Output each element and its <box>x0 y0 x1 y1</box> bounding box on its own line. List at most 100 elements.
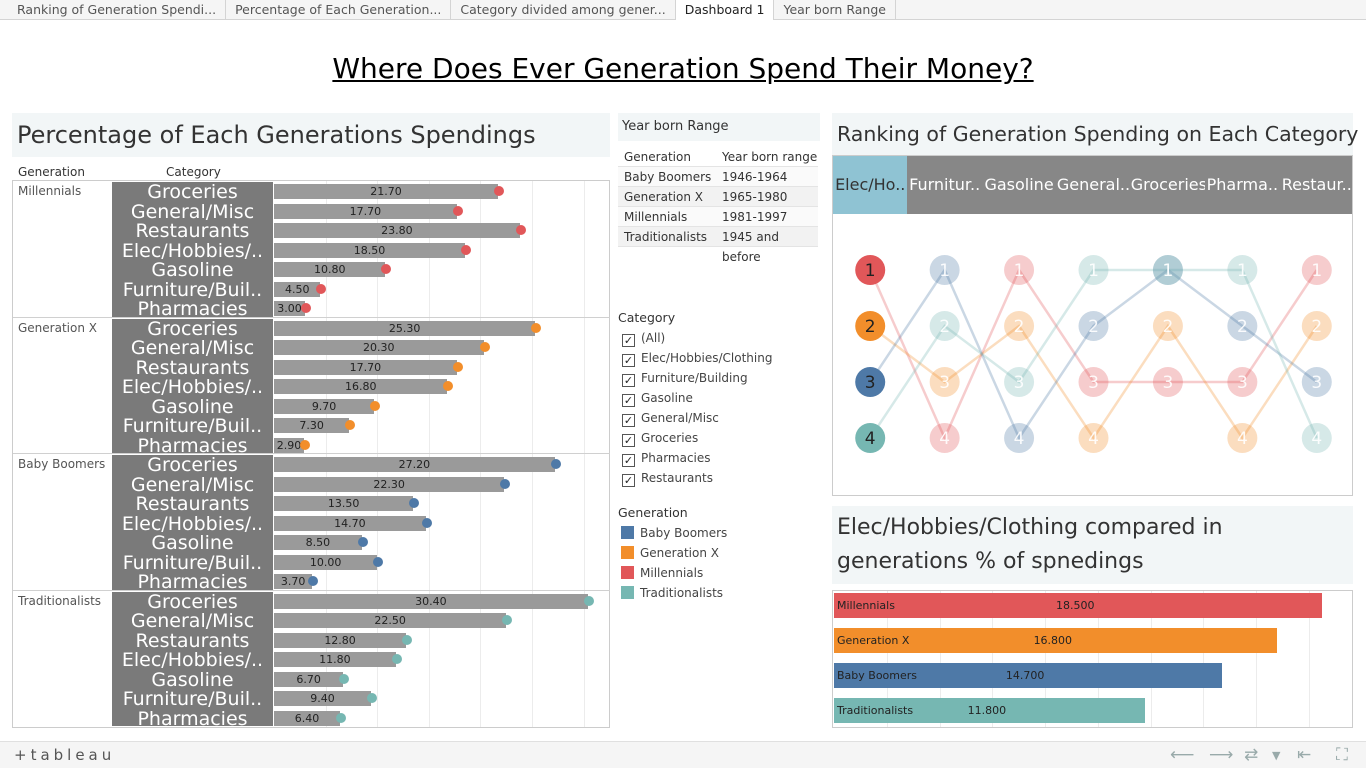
percentage-bar[interactable] <box>274 476 505 492</box>
rank-marker[interactable] <box>1301 255 1332 285</box>
checkbox-checked-icon[interactable]: ✓ <box>622 474 635 487</box>
percentage-bar[interactable] <box>274 671 344 687</box>
generation-marker[interactable] <box>391 654 402 664</box>
rank-marker[interactable] <box>1227 367 1258 397</box>
percentage-bar[interactable] <box>274 593 588 609</box>
elec-bar[interactable]: Traditionalists 11.800 <box>834 698 1146 723</box>
generation-marker[interactable] <box>494 186 504 196</box>
generation-marker[interactable] <box>336 712 347 723</box>
generation-marker[interactable] <box>443 381 454 391</box>
checkbox-checked-icon[interactable]: ✓ <box>622 334 635 347</box>
percentage-bar[interactable] <box>274 457 555 472</box>
rank-marker[interactable] <box>1078 423 1109 453</box>
generation-marker[interactable] <box>452 205 463 216</box>
generation-marker[interactable] <box>299 439 310 450</box>
generation-marker[interactable] <box>357 537 368 547</box>
tab-category-divided[interactable]: Category divided among gener... <box>451 0 676 20</box>
rank-marker[interactable] <box>855 423 886 453</box>
rank-marker[interactable] <box>1152 255 1183 285</box>
percentage-bar[interactable] <box>274 223 520 238</box>
rank-marker[interactable] <box>1078 255 1109 285</box>
percentage-bar[interactable] <box>274 184 498 199</box>
tab-dashboard-1[interactable]: Dashboard 1 <box>675 0 775 20</box>
generation-marker[interactable] <box>373 556 384 567</box>
rank-line[interactable] <box>869 268 1318 439</box>
category-checkbox[interactable]: ✓ Restaurants <box>622 470 713 487</box>
rank-marker[interactable] <box>1004 423 1035 453</box>
rank-line[interactable] <box>869 267 1318 441</box>
generation-marker[interactable] <box>479 342 490 352</box>
generation-marker[interactable] <box>515 225 526 235</box>
percentage-bar[interactable] <box>274 515 426 531</box>
category-checkbox[interactable]: ✓ Pharmacies <box>622 450 711 467</box>
ranking-column-header[interactable]: Pharma.. <box>1206 175 1279 194</box>
checkbox-checked-icon[interactable]: ✓ <box>622 454 635 467</box>
generation-marker[interactable] <box>345 420 356 430</box>
revert-dropdown-icon[interactable]: ▼ <box>1272 749 1281 762</box>
generation-marker[interactable] <box>402 634 413 645</box>
category-checkbox[interactable]: ✓ Elec/Hobbies/Clothing <box>622 350 772 367</box>
checkbox-checked-icon[interactable]: ✓ <box>622 434 635 447</box>
generation-marker[interactable] <box>583 595 594 606</box>
percentage-bar[interactable] <box>274 262 386 277</box>
reset-icon[interactable]: ⇤ <box>1297 745 1312 765</box>
rank-marker[interactable] <box>855 255 886 285</box>
rank-marker[interactable] <box>1301 311 1332 341</box>
generation-marker[interactable] <box>500 478 511 489</box>
rank-marker[interactable] <box>1004 311 1035 341</box>
category-checkbox[interactable]: ✓ Groceries <box>622 430 698 447</box>
percentage-bar[interactable] <box>274 398 375 414</box>
generation-marker[interactable] <box>421 517 432 528</box>
redo-icon[interactable]: ⟶ <box>1209 745 1234 765</box>
percentage-bar[interactable] <box>274 320 536 336</box>
rank-marker[interactable] <box>855 367 886 397</box>
percentage-bar[interactable] <box>274 574 313 589</box>
percentage-bar[interactable] <box>274 203 457 219</box>
percentage-bar[interactable] <box>274 379 448 394</box>
generation-marker[interactable] <box>460 244 471 255</box>
generation-marker[interactable] <box>370 400 381 411</box>
percentage-bar[interactable] <box>274 281 321 297</box>
checkbox-checked-icon[interactable]: ✓ <box>622 374 635 387</box>
undo-icon[interactable]: ⟵ <box>1170 745 1195 765</box>
category-checkbox[interactable]: ✓ Furniture/Building <box>622 370 748 387</box>
percentage-bar[interactable] <box>274 554 378 570</box>
rank-marker[interactable] <box>1301 367 1332 397</box>
generation-marker[interactable] <box>316 283 327 294</box>
percentage-bar[interactable] <box>274 691 372 706</box>
legend-item[interactable]: Generation X <box>621 545 719 561</box>
rank-marker[interactable] <box>1227 311 1258 341</box>
rank-marker[interactable] <box>1227 423 1258 453</box>
ranking-column-header[interactable]: Restaur.. <box>1281 175 1352 194</box>
category-checkbox[interactable]: ✓ Gasoline <box>622 390 693 407</box>
rank-marker[interactable] <box>929 311 960 341</box>
tab-year-born-range[interactable]: Year born Range <box>774 0 896 20</box>
ranking-column-header[interactable]: General.. <box>1056 175 1131 194</box>
percentage-bar[interactable] <box>274 632 407 648</box>
rank-marker[interactable] <box>1004 255 1035 285</box>
percentage-bar[interactable] <box>274 652 396 667</box>
elec-bar[interactable]: Generation X 16.800 <box>834 628 1278 653</box>
rank-marker[interactable] <box>1152 367 1183 397</box>
ranking-column-header[interactable]: Gasoline <box>984 175 1054 194</box>
rank-marker[interactable] <box>1152 311 1183 341</box>
generation-marker[interactable] <box>367 693 378 703</box>
rank-marker[interactable] <box>1078 367 1109 397</box>
percentage-bar[interactable] <box>274 496 414 511</box>
rank-marker[interactable] <box>1004 367 1035 397</box>
category-checkbox[interactable]: ✓ General/Misc <box>622 410 719 427</box>
checkbox-checked-icon[interactable]: ✓ <box>622 414 635 427</box>
rank-marker[interactable] <box>929 423 960 453</box>
tab-percentage[interactable]: Percentage of Each Generation... <box>226 0 452 20</box>
category-checkbox[interactable]: ✓ (All) <box>622 330 665 347</box>
generation-marker[interactable] <box>381 264 392 274</box>
rank-line[interactable] <box>869 267 1318 442</box>
ranking-column-header[interactable]: Furnitur.. <box>909 175 981 194</box>
legend-item[interactable]: Baby Boomers <box>621 525 727 541</box>
checkbox-checked-icon[interactable]: ✓ <box>622 394 635 407</box>
revert-icon[interactable]: ⇄ <box>1244 745 1259 765</box>
elec-bar[interactable]: Millennials 18.500 <box>834 593 1322 618</box>
percentage-bar[interactable] <box>274 359 457 375</box>
rank-marker[interactable] <box>1152 255 1183 285</box>
percentage-bar[interactable] <box>274 613 507 628</box>
